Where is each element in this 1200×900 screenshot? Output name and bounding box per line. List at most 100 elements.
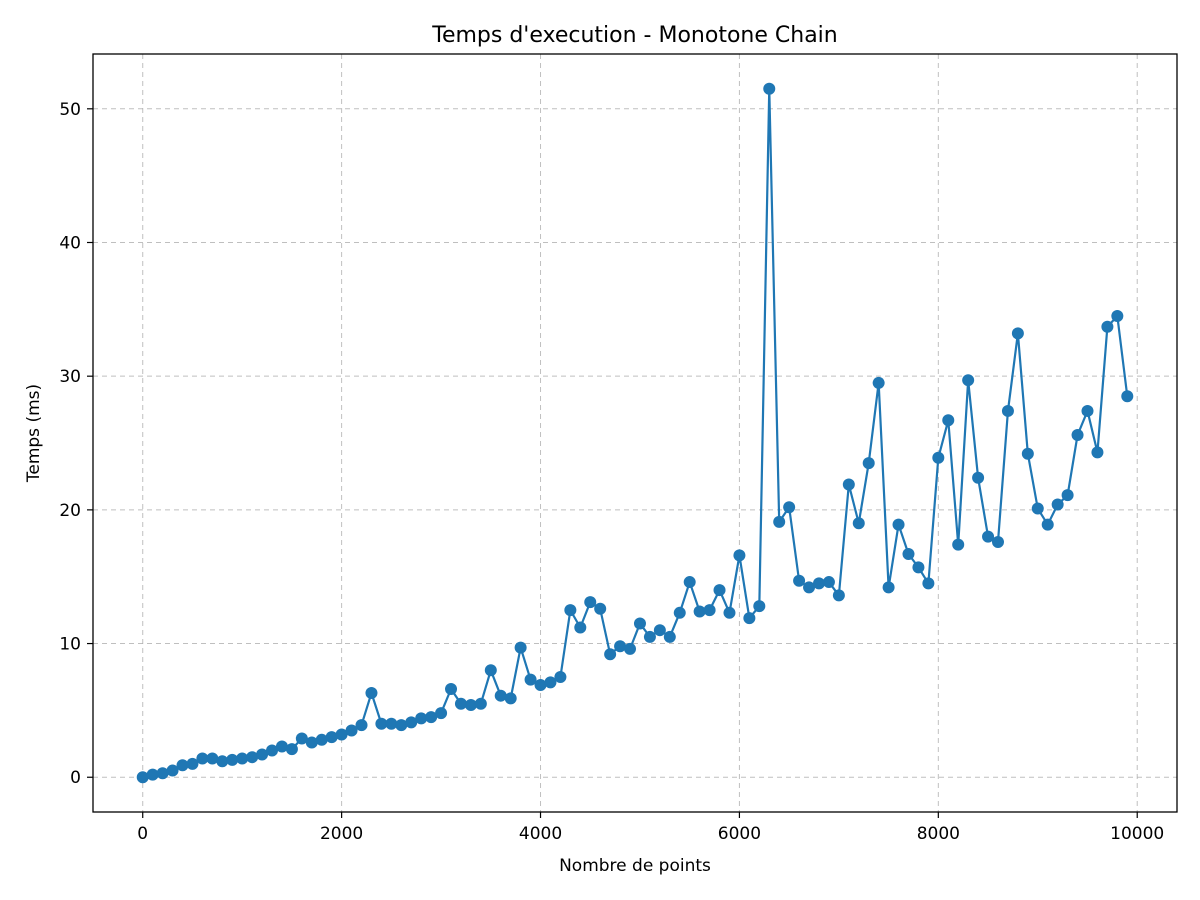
data-point [1031, 502, 1044, 515]
data-point [842, 478, 855, 491]
data-point [723, 606, 736, 619]
data-point [673, 606, 686, 619]
data-point [763, 82, 776, 95]
data-point [514, 641, 527, 654]
data-point [246, 751, 259, 764]
data-point [136, 771, 149, 784]
y-axis: 0 10 20 30 40 50 [59, 100, 93, 788]
data-point [345, 724, 358, 737]
x-axis-label: Nombre de points [559, 856, 711, 876]
data-point [773, 515, 786, 528]
data-point [305, 736, 318, 749]
data-point [703, 604, 716, 617]
data-point [922, 577, 935, 590]
chart-title: Temps d'execution - Monotone Chain [431, 23, 837, 48]
grid [93, 54, 1177, 812]
data-point [713, 584, 726, 597]
x-tick-label: 0 [137, 824, 148, 844]
data-point [534, 679, 547, 691]
data-point [445, 683, 458, 696]
data-point [663, 630, 676, 643]
data-point [454, 697, 467, 710]
data-point [584, 596, 597, 609]
series-line [142, 87, 1129, 779]
data-point [256, 748, 269, 761]
data-point [633, 617, 646, 630]
data-point [564, 604, 577, 617]
data-point [812, 577, 825, 590]
x-tick-label: 8000 [917, 824, 960, 844]
data-point [643, 630, 656, 643]
data-point [822, 576, 835, 589]
data-point [355, 719, 368, 732]
data-point [385, 717, 398, 730]
data-point [991, 535, 1004, 548]
data-point [733, 549, 746, 562]
data-point [803, 581, 816, 594]
data-point [882, 581, 895, 594]
data-point [902, 547, 915, 560]
data-point [365, 687, 378, 700]
data-point [415, 712, 428, 725]
data-point [196, 752, 209, 765]
y-tick-label: 0 [70, 768, 81, 788]
data-point [1111, 310, 1124, 323]
y-axis-label: Temps (ms) [24, 384, 44, 483]
data-point [1041, 518, 1054, 531]
y-tick-label: 30 [59, 367, 81, 387]
data-point [862, 457, 875, 470]
data-point [395, 719, 408, 732]
y-tick-label: 20 [59, 501, 81, 521]
data-point [982, 530, 995, 543]
data-point [484, 664, 497, 677]
data-point [1051, 498, 1064, 511]
data-point [226, 753, 239, 766]
data-point [544, 676, 557, 689]
data-point [275, 740, 288, 753]
data-point [315, 733, 328, 746]
data-point [1011, 327, 1024, 340]
data-point [1081, 404, 1094, 417]
data-point [1121, 390, 1134, 403]
data-point [1021, 447, 1034, 460]
data-point [176, 759, 189, 772]
x-tick-label: 2000 [320, 824, 363, 844]
data-point [474, 697, 487, 710]
data-point [594, 602, 607, 615]
data-point [266, 744, 279, 757]
data-point [1071, 429, 1084, 442]
data-point [793, 574, 806, 587]
y-tick-label: 40 [59, 233, 81, 253]
data-point [405, 716, 418, 729]
data-point [285, 743, 298, 756]
data-point [753, 600, 766, 613]
data-point [683, 576, 696, 589]
data-point [852, 517, 865, 530]
data-point [435, 707, 448, 720]
data-point [206, 752, 219, 765]
data-point [604, 648, 617, 661]
data-point [892, 518, 905, 531]
y-tick-label: 50 [59, 100, 81, 120]
series [136, 82, 1134, 784]
data-point [942, 414, 955, 427]
data-point [1061, 489, 1074, 502]
data-point [932, 451, 945, 464]
data-point [952, 538, 965, 551]
data-point [156, 767, 169, 780]
data-point [325, 731, 338, 744]
x-tick-label: 10000 [1110, 824, 1164, 844]
data-point [216, 755, 229, 768]
data-point [554, 670, 567, 683]
data-point [574, 621, 587, 634]
data-point [912, 561, 925, 574]
data-point [1101, 320, 1114, 333]
data-point [1091, 446, 1104, 459]
data-point [375, 717, 388, 730]
data-point [783, 501, 796, 514]
data-point [693, 605, 706, 618]
data-point [464, 699, 477, 712]
x-tick-label: 4000 [519, 824, 562, 844]
data-point [504, 692, 517, 705]
